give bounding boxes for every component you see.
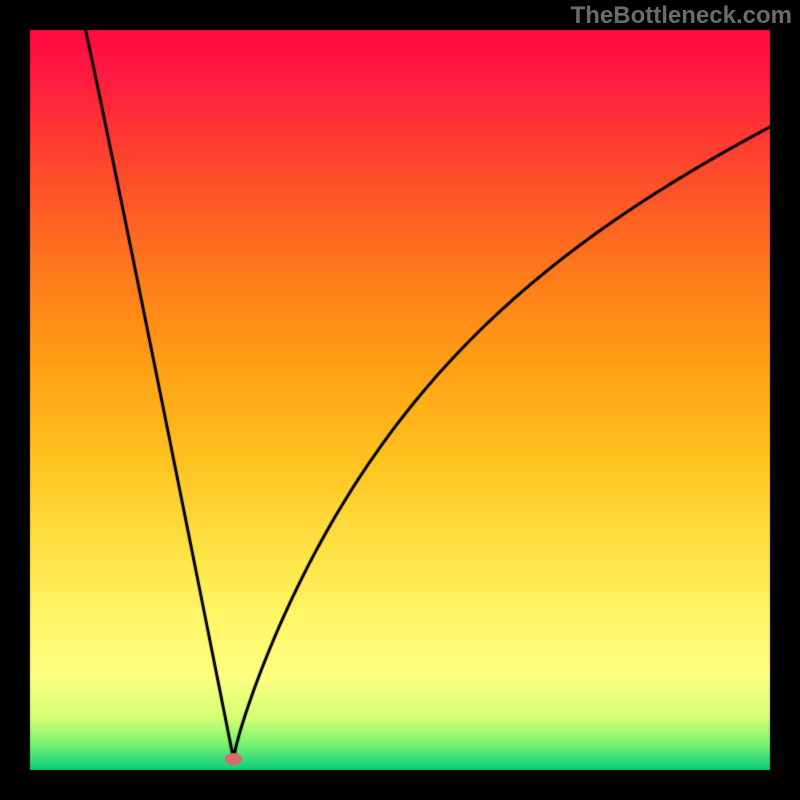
bottleneck-chart-frame: TheBottleneck.com bbox=[0, 0, 800, 800]
bottleneck-gradient-canvas bbox=[0, 0, 800, 800]
